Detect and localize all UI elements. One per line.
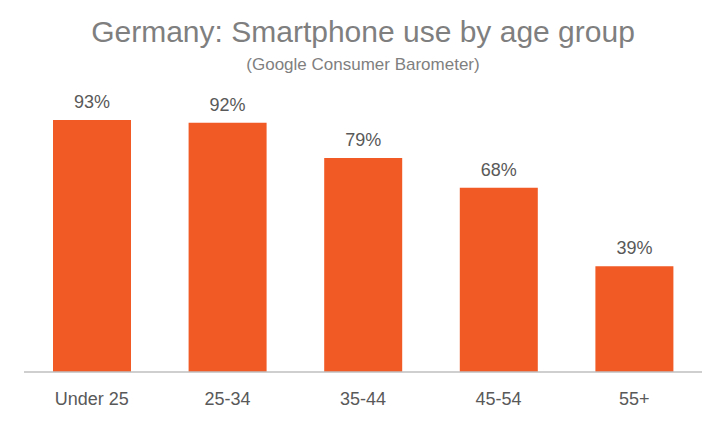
svg-text:39%: 39%: [616, 238, 652, 258]
svg-text:79%: 79%: [345, 130, 381, 150]
svg-text:68%: 68%: [481, 160, 517, 180]
html-text:(Google Consumer Barometer): (Google Consumer Barometer): [246, 55, 480, 74]
svg-text:92%: 92%: [210, 95, 246, 115]
svg-text:Under 25: Under 25: [55, 389, 129, 409]
svg-text:25-34: 25-34: [204, 389, 250, 409]
svg-text:35-44: 35-44: [340, 389, 386, 409]
svg-text:55+: 55+: [619, 389, 650, 409]
svg-text:45-54: 45-54: [476, 389, 522, 409]
html-text:Germany: Smartphone use by age: Germany: Smartphone use by age group: [91, 15, 635, 48]
svg-text:93%: 93%: [74, 92, 110, 112]
